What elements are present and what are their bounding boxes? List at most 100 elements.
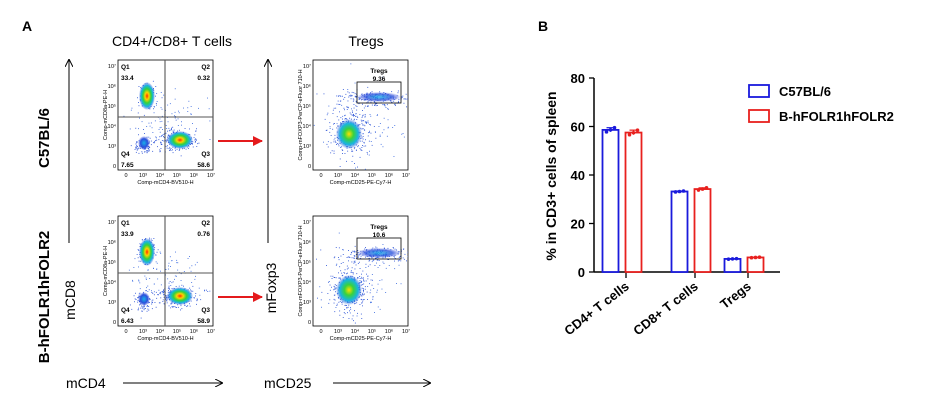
event-dot bbox=[333, 141, 335, 143]
event-dot bbox=[362, 103, 363, 105]
event-dot bbox=[154, 247, 156, 249]
y-tick-label: 10⁶ bbox=[303, 239, 311, 246]
y-tick-label: 10⁷ bbox=[303, 219, 311, 226]
event-dot bbox=[162, 301, 164, 302]
event-dot bbox=[357, 263, 359, 264]
event-dot bbox=[348, 318, 350, 319]
event-dot bbox=[394, 258, 396, 259]
event-dot bbox=[382, 146, 384, 148]
event-dot bbox=[135, 127, 137, 129]
event-dot bbox=[420, 251, 421, 252]
event-dot bbox=[143, 308, 145, 310]
event-dot bbox=[354, 255, 356, 257]
event-dot bbox=[208, 108, 210, 110]
event-dot bbox=[181, 308, 183, 310]
event-dot bbox=[352, 98, 354, 100]
event-dot bbox=[339, 301, 341, 302]
event-dot bbox=[178, 285, 180, 287]
event-dot bbox=[409, 252, 410, 253]
event-dot bbox=[341, 149, 343, 151]
event-dot bbox=[408, 96, 409, 97]
event-dot bbox=[147, 285, 149, 287]
event-dot bbox=[341, 303, 343, 305]
event-dot bbox=[195, 275, 196, 277]
event-dot bbox=[328, 302, 330, 304]
event-dot bbox=[340, 147, 342, 148]
event-dot bbox=[355, 113, 357, 115]
event-dot bbox=[138, 105, 140, 107]
event-dot bbox=[339, 166, 341, 167]
event-dot bbox=[209, 290, 211, 292]
event-dot bbox=[134, 298, 136, 300]
event-dot bbox=[358, 261, 360, 263]
event-dot bbox=[360, 257, 362, 259]
data-point bbox=[627, 132, 632, 137]
event-dot bbox=[376, 103, 377, 105]
event-dot bbox=[152, 292, 154, 294]
event-dot bbox=[358, 103, 360, 105]
event-dot bbox=[166, 299, 168, 301]
event-dot bbox=[319, 286, 321, 288]
event-dot bbox=[422, 252, 423, 253]
event-dot bbox=[160, 291, 161, 293]
event-dot bbox=[174, 306, 176, 308]
event-dot bbox=[335, 277, 337, 279]
event-dot bbox=[357, 166, 358, 168]
event-dot bbox=[333, 107, 335, 109]
event-dot bbox=[195, 130, 197, 132]
event-dot bbox=[137, 146, 138, 147]
event-dot bbox=[337, 125, 338, 127]
event-dot bbox=[165, 145, 167, 147]
event-dot bbox=[333, 277, 335, 278]
data-point bbox=[612, 125, 617, 130]
event-dot bbox=[169, 150, 170, 151]
event-dot bbox=[195, 139, 197, 141]
event-dot bbox=[137, 309, 139, 311]
event-dot bbox=[141, 310, 143, 312]
event-dot bbox=[160, 107, 162, 109]
event-dot bbox=[392, 247, 394, 248]
y-tick-label: 0 bbox=[578, 265, 585, 280]
event-dot bbox=[373, 126, 375, 127]
event-dot bbox=[180, 273, 182, 275]
event-dot bbox=[359, 276, 361, 277]
x-tick-label: 10⁴ bbox=[156, 172, 165, 179]
event-dot bbox=[138, 266, 139, 268]
event-dot bbox=[354, 257, 355, 259]
event-dot bbox=[165, 296, 167, 298]
event-dot bbox=[353, 251, 355, 252]
event-dot bbox=[350, 95, 352, 97]
event-dot bbox=[167, 145, 168, 147]
event-dot bbox=[165, 132, 167, 134]
event-dot bbox=[209, 139, 211, 140]
event-dot bbox=[350, 308, 352, 310]
event-dot bbox=[352, 315, 354, 317]
event-dot bbox=[353, 260, 355, 262]
event-dot bbox=[356, 273, 358, 275]
event-dot bbox=[340, 263, 342, 264]
event-dot bbox=[169, 129, 171, 131]
event-dot bbox=[188, 146, 190, 148]
event-dot bbox=[376, 262, 377, 264]
event-dot bbox=[204, 289, 206, 291]
data-point bbox=[757, 255, 762, 260]
event-dot bbox=[419, 101, 420, 102]
event-dot bbox=[151, 240, 153, 241]
event-dot bbox=[137, 257, 139, 259]
event-dot bbox=[339, 266, 341, 268]
event-dot bbox=[371, 261, 373, 263]
event-dot bbox=[177, 118, 179, 120]
event-dot bbox=[178, 150, 180, 151]
event-dot bbox=[351, 118, 352, 120]
event-dot bbox=[338, 119, 340, 121]
event-dot bbox=[376, 105, 378, 106]
event-dot bbox=[367, 101, 369, 103]
y-tick-label: 10⁷ bbox=[108, 219, 116, 226]
event-dot bbox=[156, 251, 158, 253]
event-dot bbox=[344, 304, 346, 306]
plot-y-title: Comp-mFOXP3-PerCP-eFluor 710-H bbox=[298, 69, 304, 160]
event-dot bbox=[175, 251, 176, 253]
event-dot bbox=[354, 260, 356, 262]
event-dot bbox=[371, 274, 373, 275]
event-dot bbox=[169, 146, 171, 148]
